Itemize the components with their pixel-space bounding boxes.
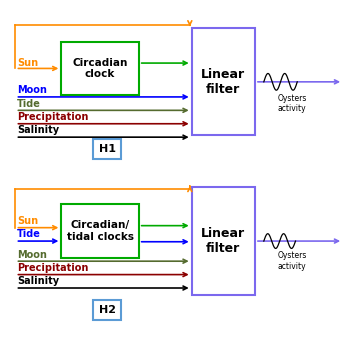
Text: Salinity: Salinity [17, 276, 59, 286]
FancyBboxPatch shape [61, 204, 139, 258]
FancyBboxPatch shape [192, 28, 255, 136]
Text: Moon: Moon [17, 249, 47, 260]
Text: H1: H1 [99, 144, 116, 154]
Text: Moon: Moon [17, 85, 47, 95]
Text: Tide: Tide [17, 99, 41, 108]
FancyBboxPatch shape [93, 139, 121, 159]
Text: Linear
filter: Linear filter [201, 227, 245, 255]
Text: Circadian/
tidal clocks: Circadian/ tidal clocks [66, 220, 133, 242]
Text: H2: H2 [99, 305, 116, 315]
Text: Linear
filter: Linear filter [201, 68, 245, 96]
Text: Circadian
clock: Circadian clock [72, 58, 128, 79]
Text: Salinity: Salinity [17, 125, 59, 136]
Text: Oysters
activity: Oysters activity [278, 251, 307, 270]
Text: Precipitation: Precipitation [17, 263, 89, 273]
FancyBboxPatch shape [192, 188, 255, 295]
FancyBboxPatch shape [93, 300, 121, 320]
FancyBboxPatch shape [61, 42, 139, 95]
Text: Sun: Sun [17, 58, 38, 68]
Text: Sun: Sun [17, 216, 38, 226]
Text: Oysters
activity: Oysters activity [278, 94, 307, 113]
Text: Precipitation: Precipitation [17, 112, 89, 122]
Text: Tide: Tide [17, 230, 41, 239]
